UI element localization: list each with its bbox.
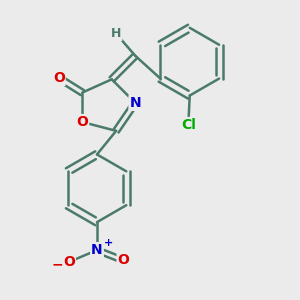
- Text: −: −: [51, 258, 63, 272]
- Text: H: H: [111, 27, 121, 40]
- Text: O: O: [63, 255, 75, 269]
- Text: O: O: [118, 254, 129, 267]
- Text: N: N: [91, 243, 103, 257]
- Text: Cl: Cl: [181, 118, 196, 132]
- Text: O: O: [53, 71, 65, 85]
- Text: +: +: [103, 238, 113, 248]
- Text: N: N: [130, 96, 141, 110]
- Text: O: O: [76, 115, 88, 129]
